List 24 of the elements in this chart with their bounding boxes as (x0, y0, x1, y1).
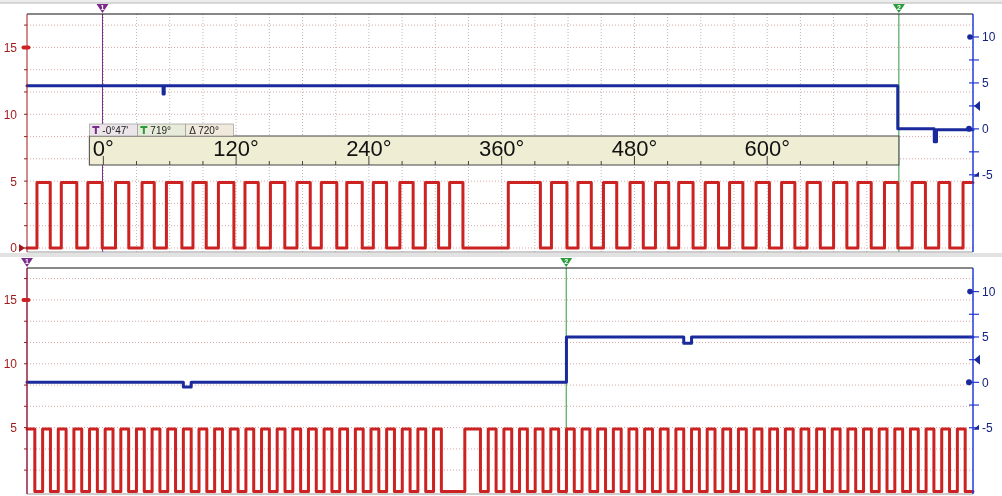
x-tick-label: 360° (478, 136, 525, 161)
annotation: Δ 720° (189, 124, 219, 136)
y2-tick-label: -5 (982, 168, 993, 183)
x-tick-label: 0° (92, 136, 114, 161)
y-tick-label: 5 (10, 174, 18, 189)
x-tick-label: 240° (346, 136, 392, 161)
y2-tick-label: 10 (982, 30, 996, 45)
y-tick-label: 15 (3, 293, 18, 308)
y2-tick-label: 0 (982, 375, 989, 390)
y-tick-label: 0 (10, 241, 18, 256)
y-tick-label: 5 (10, 421, 18, 436)
y2-tick-label: -5 (982, 421, 993, 436)
y2-tick-label: 10 (982, 285, 996, 300)
y2-tick-label: 5 (982, 330, 989, 345)
annotation: -0°47' (102, 124, 129, 136)
x-tick-label: 120° (213, 136, 259, 161)
y2-tick-label: 5 (982, 76, 989, 91)
y-tick-label: 10 (3, 357, 18, 372)
y-tick-label: 10 (3, 107, 18, 122)
annotation: 719° (150, 124, 172, 136)
y2-tick-label: 0 (982, 122, 989, 137)
y-tick-label: 15 (3, 40, 18, 55)
x-tick-label: 480° (611, 136, 658, 161)
x-tick-label: 600° (744, 136, 790, 161)
